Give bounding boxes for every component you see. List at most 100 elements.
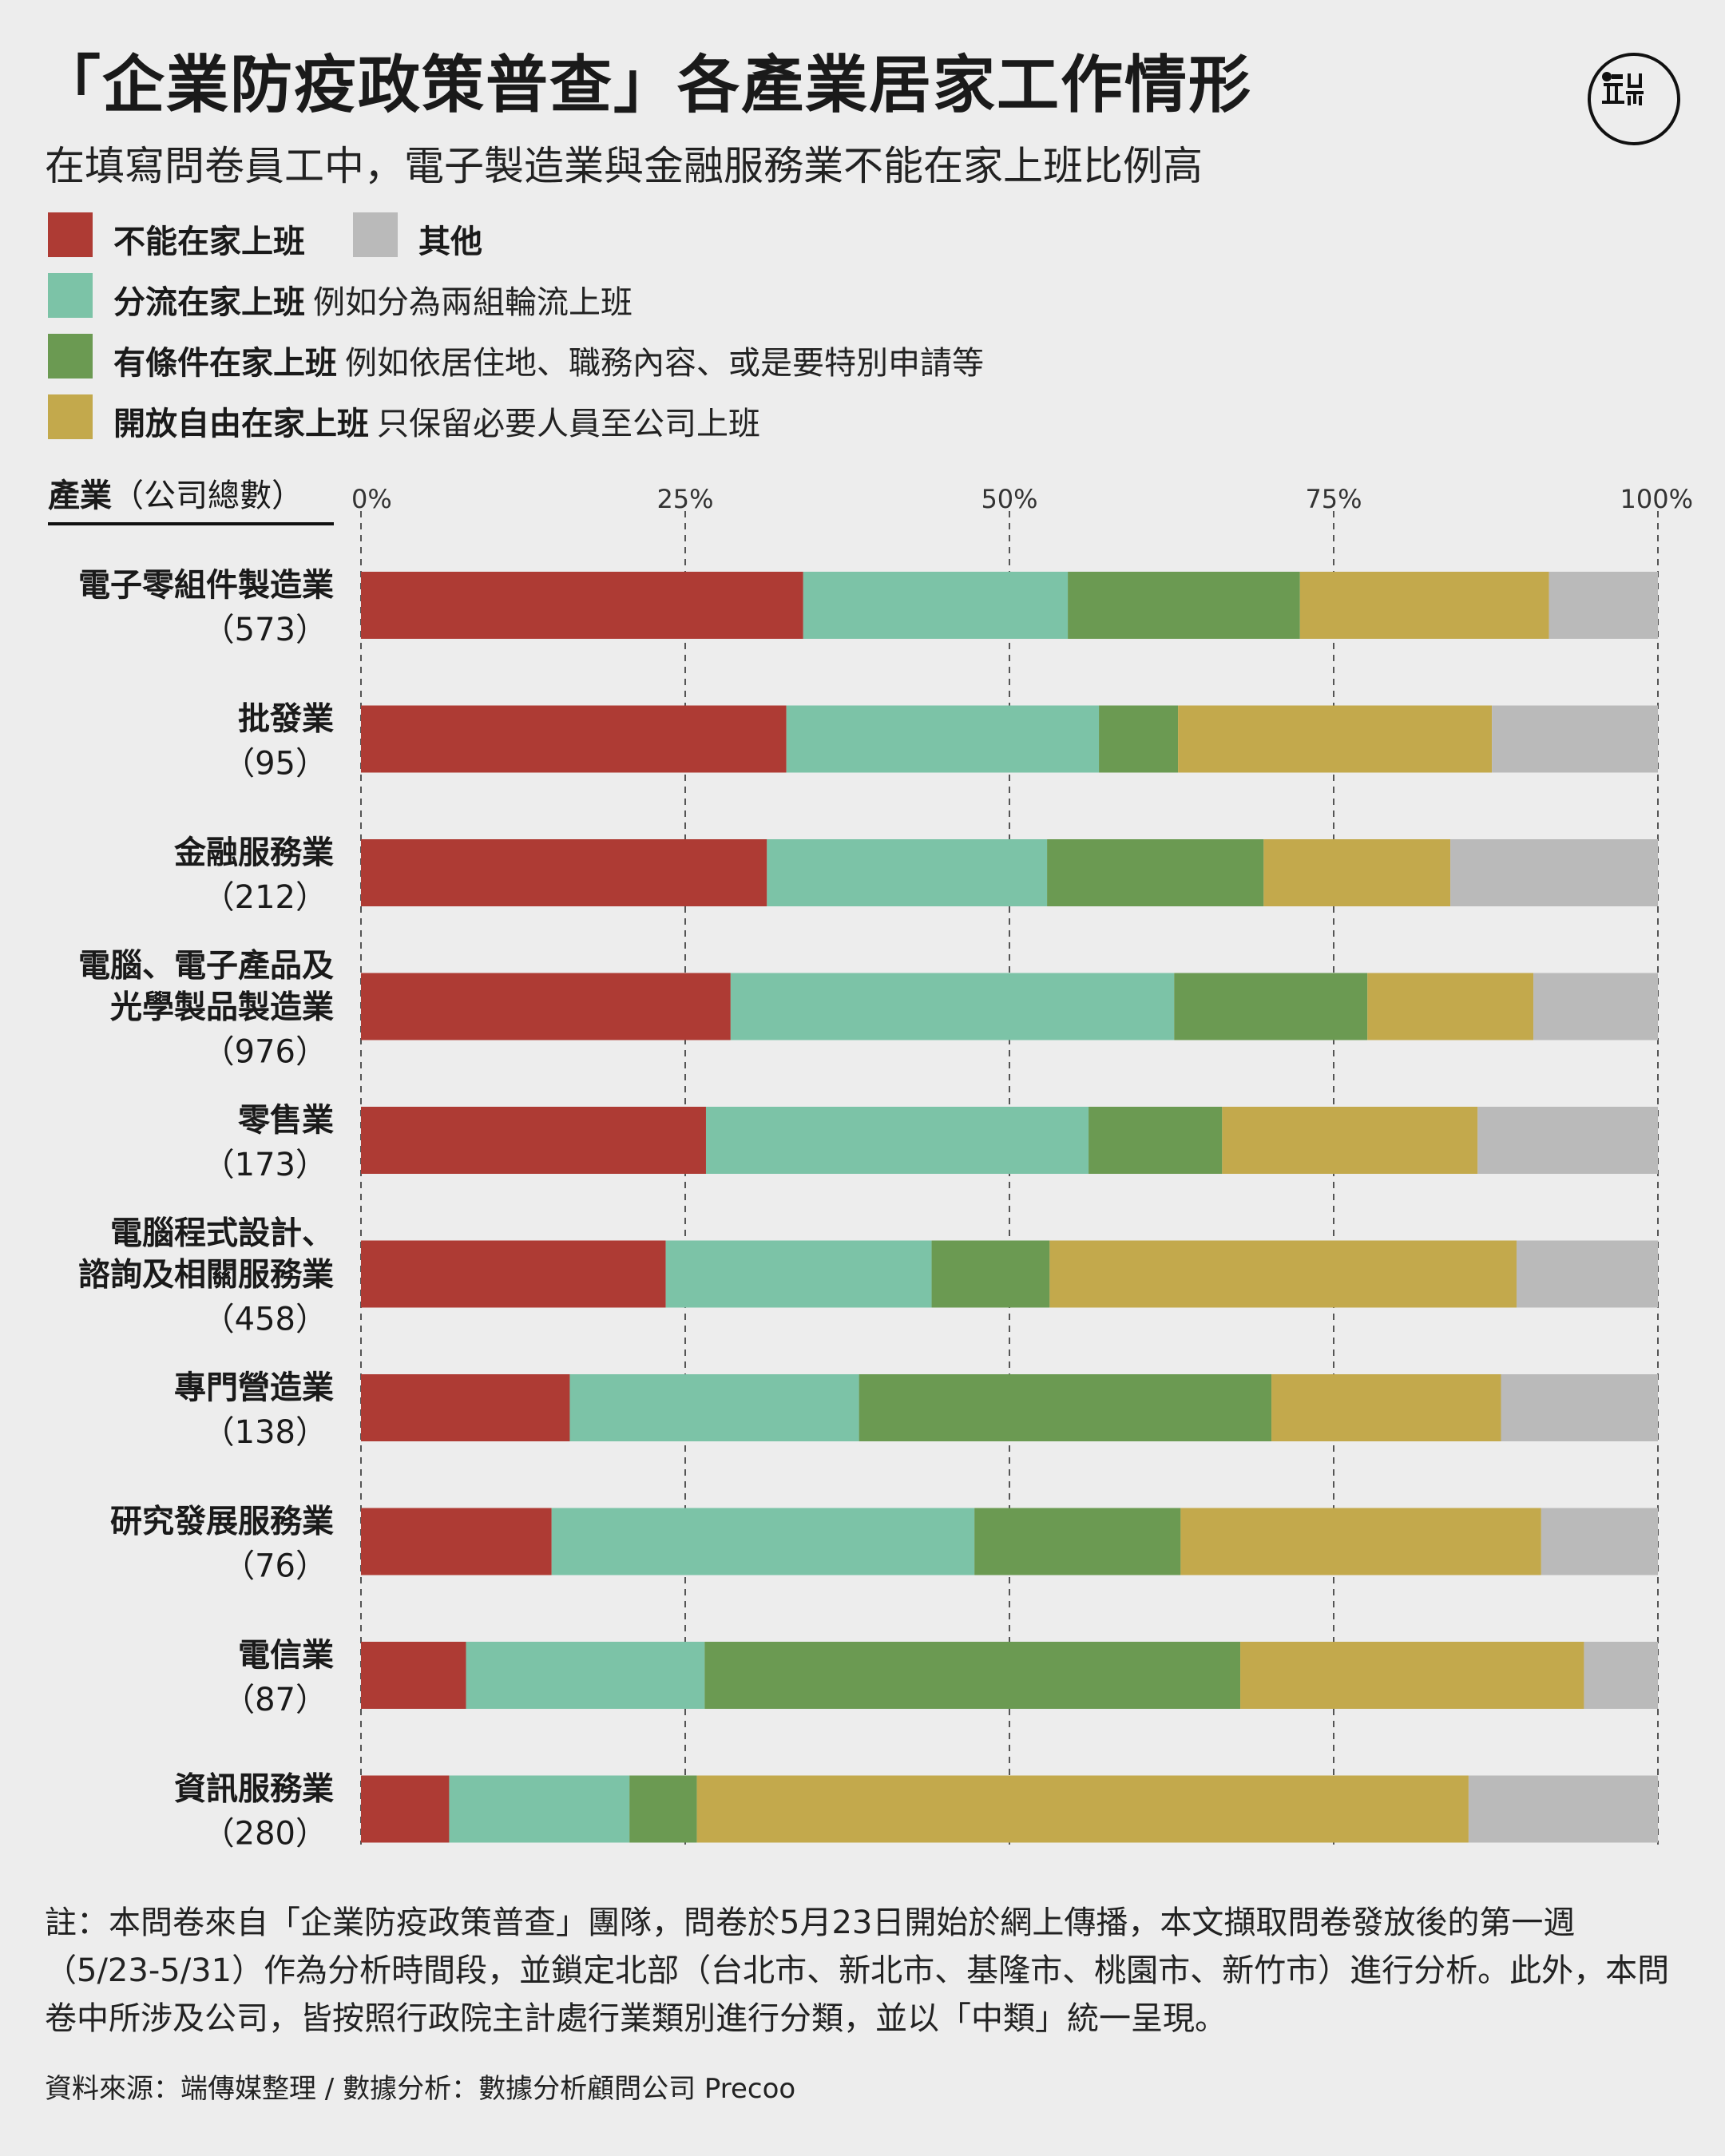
category-label-4-0: 零售業	[238, 1102, 334, 1139]
legend-desc-rotating-wfh: 例如分為兩組輪流上班	[313, 284, 632, 321]
bar-segment-r7-s1	[551, 1508, 975, 1575]
bar-segment-r1-s2	[1099, 705, 1179, 773]
x-tick-label-0: 0%	[351, 484, 392, 514]
bar-segment-r9-s1	[449, 1775, 630, 1843]
category-label-7-0: 研究發展服務業	[110, 1504, 334, 1540]
footnote: 註：本問卷來自「企業防疫政策普查」團隊，問卷於5月23日開始於網上傳播，本文擷取…	[45, 1904, 1670, 2037]
bar-segment-r5-s3	[1049, 1240, 1517, 1308]
category-label-8-0: 電信業	[238, 1637, 334, 1674]
bar-segment-r0-s1	[803, 572, 1069, 639]
bar-segment-r5-s4	[1516, 1240, 1658, 1308]
legend-label-rotating-wfh: 分流在家上班	[113, 284, 305, 321]
legend-swatch-conditional-wfh	[48, 334, 93, 378]
category-count-2: （212）	[203, 879, 327, 916]
bar-segment-r9-s4	[1468, 1775, 1658, 1843]
legend-row-1: 不能在家上班 其他	[48, 212, 607, 260]
legend-item-conditional-wfh: 有條件在家上班 例如依居住地、職務內容、或是要特別申請等	[113, 337, 984, 383]
chart-title: 「企業防疫政策普查」各產業居家工作情形	[38, 50, 1253, 121]
stacked-bar-chart: 0% 25% 50% 75% 100% 電子零組件製造業 （573） 批發業 （95） 金融服務業…	[78, 484, 1693, 1853]
bar-segment-r1-s4	[1492, 705, 1658, 773]
bar-segment-r1-s3	[1178, 705, 1493, 773]
bar-segment-r5-s0	[361, 1240, 666, 1308]
category-label-9-0: 資訊服務業	[174, 1771, 334, 1808]
category-label-5-0: 電腦程式設計、	[110, 1215, 334, 1252]
x-tick-label-1: 25%	[656, 484, 713, 514]
legend-desc-free-wfh: 只保留必要人員至公司上班	[377, 406, 760, 442]
bar-segment-r6-s0	[361, 1374, 570, 1441]
bar-segment-r9-s3	[696, 1775, 1469, 1843]
bar-segment-r0-s4	[1549, 572, 1658, 639]
legend-swatch-cannot-wfh	[48, 212, 93, 257]
bar-segment-r7-s2	[974, 1508, 1181, 1575]
category-label-0-0: 電子零組件製造業	[78, 567, 334, 604]
bar-segment-r2-s2	[1047, 839, 1264, 906]
x-tick-label-3: 75%	[1305, 484, 1362, 514]
bar-segment-r2-s0	[361, 839, 767, 906]
legend-label-conditional-wfh: 有條件在家上班	[113, 345, 337, 382]
bar-segment-r4-s3	[1222, 1107, 1478, 1174]
legend-row-4: 開放自由在家上班 只保留必要人員至公司上班	[48, 394, 1246, 442]
category-count-8: （87）	[223, 1682, 327, 1718]
legend-swatch-free-wfh	[48, 394, 93, 439]
bar-segment-r4-s2	[1089, 1107, 1223, 1174]
x-tick-label-2: 50%	[981, 484, 1037, 514]
category-axis-header-bold: 產業	[48, 478, 112, 514]
bar-segment-r7-s4	[1541, 1508, 1658, 1575]
legend-label-free-wfh: 開放自由在家上班	[113, 406, 369, 442]
bar-segment-r3-s1	[730, 973, 1175, 1040]
legend-label-other: 其他	[418, 224, 482, 260]
legend-desc-conditional-wfh: 例如依居住地、職務內容、或是要特別申請等	[345, 345, 984, 382]
bar-segment-r8-s4	[1584, 1642, 1658, 1709]
bar-segment-r2-s3	[1263, 839, 1451, 906]
legend-swatch-other	[353, 212, 398, 257]
bar-segment-r7-s0	[361, 1508, 552, 1575]
bar-segment-r2-s1	[767, 839, 1048, 906]
bar-segment-r9-s2	[629, 1775, 697, 1843]
category-label-1-0: 批發業	[238, 701, 334, 738]
brand-logo-icon	[1588, 53, 1680, 145]
category-count-7: （76）	[223, 1548, 327, 1585]
bar-segment-r6-s1	[569, 1374, 859, 1441]
category-count-5: （458）	[203, 1302, 327, 1338]
category-label-3-1: 光學製品製造業	[110, 989, 334, 1026]
bar-segment-r3-s4	[1533, 973, 1658, 1040]
bar-segment-r7-s3	[1180, 1508, 1541, 1575]
bar-segment-r4-s1	[705, 1107, 1089, 1174]
bar-segment-r2-s4	[1450, 839, 1658, 906]
legend-item-rotating-wfh: 分流在家上班 例如分為兩組輪流上班	[113, 276, 632, 323]
chart-subtitle: 在填寫問卷員工中，電子製造業與金融服務業不能在家上班比例高	[45, 143, 1203, 189]
bar-segment-r5-s2	[931, 1240, 1050, 1308]
bar-segment-r6-s3	[1271, 1374, 1501, 1441]
legend-row-3: 有條件在家上班 例如依居住地、職務內容、或是要特別申請等	[48, 334, 1246, 382]
legend-row-2: 分流在家上班 例如分為兩組輪流上班	[48, 273, 1166, 321]
x-tick-label-4: 100%	[1620, 484, 1693, 514]
bar-segment-r4-s0	[361, 1107, 706, 1174]
bar-segment-r0-s0	[361, 572, 803, 639]
bar-segment-r1-s1	[786, 705, 1100, 773]
bar-segment-r0-s2	[1068, 572, 1300, 639]
bar-segment-r6-s4	[1501, 1374, 1658, 1441]
category-count-1: （95）	[223, 746, 327, 783]
category-count-6: （138）	[203, 1414, 327, 1451]
bar-segment-r3-s3	[1367, 973, 1534, 1040]
bar-segment-r8-s2	[704, 1642, 1241, 1709]
category-count-4: （173）	[203, 1147, 327, 1183]
bar-segment-r0-s3	[1299, 572, 1549, 639]
bar-segment-r8-s0	[361, 1642, 466, 1709]
bar-segment-r1-s0	[361, 705, 787, 773]
category-label-6-0: 專門營造業	[174, 1369, 334, 1406]
source-credit: 資料來源：端傳媒整理 / 數據分析：數據分析顧問公司 Precoo	[45, 2073, 796, 2105]
legend-label-cannot-wfh: 不能在家上班	[113, 224, 305, 260]
bar-segment-r3-s0	[361, 973, 731, 1040]
bar-segment-r5-s1	[665, 1240, 932, 1308]
legend-swatch-rotating-wfh	[48, 273, 93, 318]
bar-segment-r4-s4	[1477, 1107, 1658, 1174]
bar-segment-r8-s3	[1240, 1642, 1584, 1709]
bar-segment-r8-s1	[466, 1642, 705, 1709]
category-count-0: （573）	[203, 612, 327, 648]
category-axis-header-rest: （公司總數）	[112, 478, 303, 514]
category-axis-header: 產業（公司總數）	[48, 470, 334, 525]
category-label-2-0: 金融服務業	[173, 834, 334, 871]
bar-segment-r6-s2	[859, 1374, 1272, 1441]
bar-segment-r9-s0	[361, 1775, 450, 1843]
